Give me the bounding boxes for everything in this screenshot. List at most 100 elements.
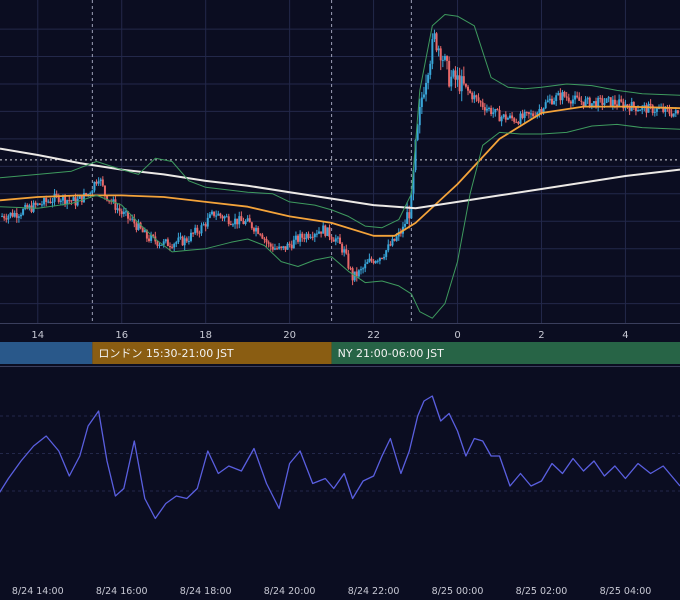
candle-down: [284, 246, 287, 250]
candle-down: [227, 216, 230, 224]
candle-up: [553, 101, 556, 105]
candle-up: [538, 109, 541, 113]
candle-down: [103, 185, 106, 196]
candle-down: [240, 216, 243, 221]
candle-down: [269, 243, 272, 247]
candle-down: [57, 195, 60, 202]
candle-down: [408, 212, 411, 219]
oscillator-x-tick-label: 8/24 20:00: [264, 586, 316, 597]
candle-up: [658, 108, 661, 110]
candle-down: [511, 115, 514, 119]
candle-up: [28, 205, 31, 209]
candle-down: [481, 102, 484, 108]
candle-up: [187, 240, 190, 242]
candle-up: [452, 70, 455, 77]
candle-down: [265, 239, 268, 243]
candle-up: [61, 195, 64, 201]
candle-down: [127, 211, 130, 219]
candle-down: [242, 220, 245, 225]
candle-down: [171, 246, 174, 248]
candle-down: [498, 109, 501, 122]
candle-up: [506, 118, 509, 120]
candle-down: [276, 248, 279, 250]
candle-up: [202, 224, 205, 226]
candle-up: [555, 95, 558, 102]
candle-down: [120, 211, 123, 215]
candle-up: [66, 200, 69, 204]
candle-down: [477, 97, 480, 102]
candle-up: [294, 235, 297, 240]
candle-down: [141, 228, 144, 233]
candle-up: [391, 238, 394, 246]
candle-up: [183, 238, 186, 246]
oscillator-panel[interactable]: [0, 366, 680, 520]
candle-down: [145, 230, 148, 239]
candle-up: [278, 246, 281, 249]
candle-up: [131, 218, 134, 220]
candle-up: [19, 214, 22, 217]
candle-up: [82, 193, 85, 203]
candle-up: [404, 223, 407, 227]
candle-up: [359, 269, 362, 271]
candle-down: [490, 107, 493, 115]
candle-down: [324, 225, 327, 236]
candle-down: [628, 106, 631, 111]
candle-down: [475, 95, 478, 98]
price-x-tick-label: 4: [622, 330, 628, 341]
candle-up: [309, 236, 312, 238]
candle-down: [513, 118, 516, 122]
candle-up: [561, 91, 564, 101]
candle-up: [36, 203, 39, 205]
candle-down: [106, 195, 109, 201]
candle-down: [169, 246, 171, 248]
candle-up: [246, 218, 249, 222]
candle-down: [11, 212, 14, 217]
candle-down: [622, 101, 625, 109]
candle-up: [112, 199, 115, 202]
candle-up: [429, 63, 432, 75]
candle-up: [557, 92, 560, 96]
candle-down: [64, 195, 67, 204]
candle-up: [179, 236, 182, 238]
candle-down: [26, 204, 29, 209]
session-band[interactable]: [92, 342, 332, 364]
series-line-lower-band: [0, 123, 680, 319]
candle-up: [383, 256, 386, 259]
candle-up: [548, 98, 551, 101]
price-x-tick-label: 22: [367, 330, 380, 341]
candle-up: [571, 99, 574, 104]
candle-up: [574, 95, 577, 100]
candle-down: [380, 257, 383, 259]
candle-down: [626, 104, 629, 107]
candle-down: [599, 97, 602, 99]
session-bar[interactable]: ロンドン 15:30-21:00 JST NY 21:00-06:00 JST: [0, 342, 680, 364]
candle-down: [3, 216, 6, 219]
candle-up: [597, 97, 600, 108]
price-x-tick-label: 18: [199, 330, 212, 341]
candle-up: [460, 76, 463, 92]
candle-down: [645, 105, 648, 113]
candle-down: [651, 105, 654, 113]
candle-up: [643, 105, 646, 107]
candle-up: [362, 268, 365, 270]
candle-up: [225, 216, 228, 218]
candle-down: [504, 114, 507, 120]
candle-up: [217, 213, 220, 216]
candle-up: [655, 108, 658, 112]
candle-down: [448, 60, 451, 87]
candle-up: [542, 108, 545, 113]
candle-down: [152, 234, 155, 237]
candle-down: [446, 56, 449, 61]
candle-down: [30, 205, 33, 212]
candle-up: [238, 216, 241, 225]
session-band[interactable]: [331, 342, 680, 364]
candle-up: [150, 234, 153, 241]
candle-up: [194, 227, 197, 234]
oscillator-x-tick-label: 8/25 00:00: [432, 586, 484, 597]
candle-down: [393, 238, 396, 241]
candle-down: [55, 193, 58, 196]
candle-down: [259, 233, 262, 235]
session-band[interactable]: [0, 342, 93, 364]
price-panel[interactable]: [0, 0, 680, 323]
candle-up: [395, 236, 398, 241]
